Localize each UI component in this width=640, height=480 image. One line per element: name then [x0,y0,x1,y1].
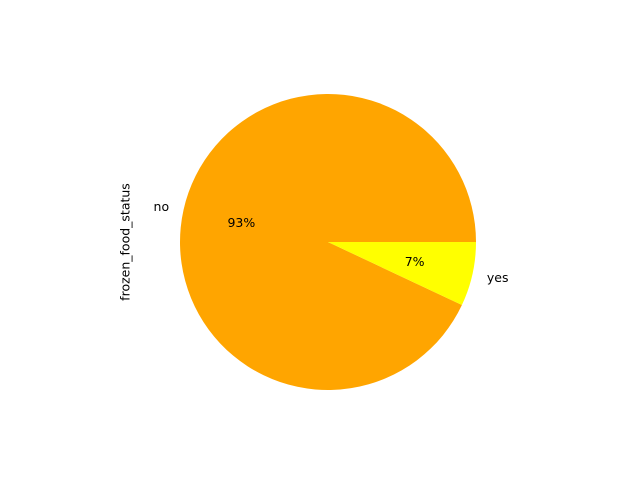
pie-slice-no [179,93,476,390]
pie-labels: no 93% yes 7% [154,199,509,285]
y-axis-label: frozen_food_status [118,183,133,301]
pie-slices [179,93,476,390]
percent-label-no: 93% [227,215,255,230]
pie-slice-yes [328,242,476,306]
percent-label-yes: 7% [405,254,425,269]
category-label-yes: yes [487,270,509,285]
category-label-no: no [154,199,170,214]
